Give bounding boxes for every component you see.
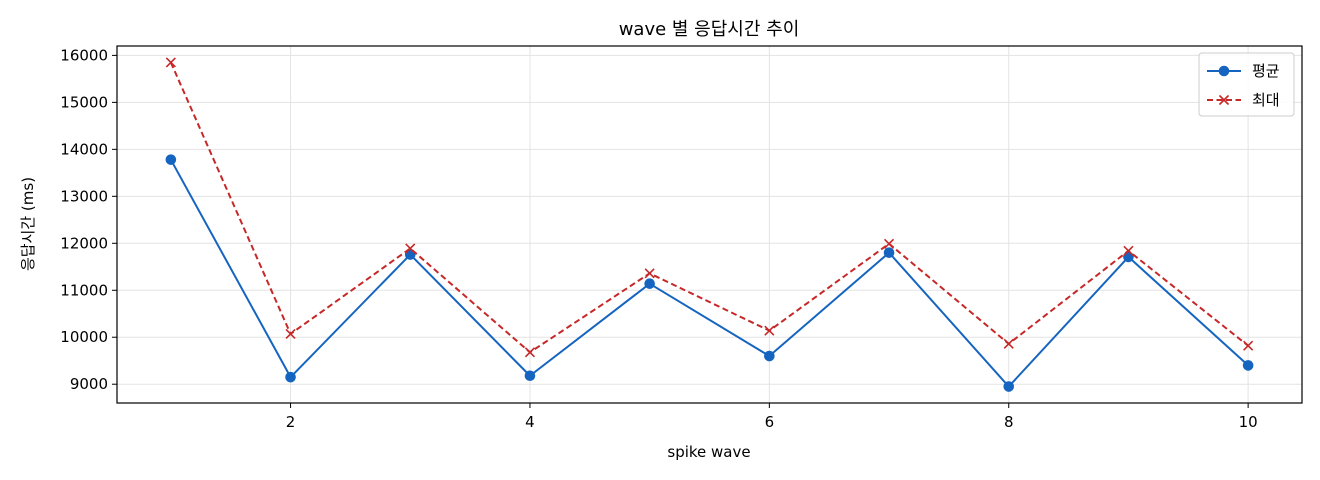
data-point: [404, 249, 416, 260]
x-tick-label: 2: [286, 413, 296, 431]
data-point: [1003, 338, 1014, 349]
legend-entry: 최대: [1207, 91, 1280, 109]
data-point: [524, 370, 536, 382]
data-point: [1123, 245, 1134, 256]
grid-lines: [117, 46, 1302, 403]
legend-marker: [1218, 94, 1230, 106]
y-tick-label: 15000: [60, 93, 108, 111]
x-axis-label: spike wave: [667, 443, 750, 461]
data-point: [285, 371, 296, 383]
series-1: [165, 154, 1254, 392]
y-tick-label: 13000: [60, 187, 108, 205]
y-tick-label: 10000: [60, 328, 108, 346]
x-tick-label: 8: [1004, 413, 1014, 431]
chart-title: wave 별 응답시간 추이: [619, 19, 800, 40]
x-tick-label: 4: [525, 413, 535, 431]
data-point: [1123, 251, 1134, 263]
series-2: [165, 57, 1254, 358]
legend-marker: [1218, 65, 1230, 77]
plot-frame: [116, 45, 1303, 404]
legend-frame: [1198, 52, 1295, 117]
y-tick-label: 14000: [60, 140, 108, 158]
data-point: [1243, 340, 1254, 351]
data-point: [644, 268, 655, 279]
axis-ticks: 2 4 6 8 10 9000 10000 11000 12000 13000 14000 15000…: [60, 46, 1257, 431]
data-point: [764, 350, 775, 362]
y-tick-label: 12000: [60, 234, 108, 252]
y-tick-label: 16000: [60, 46, 108, 64]
y-axis-label: 응답시간 (ms): [19, 177, 37, 271]
x-tick-label: 10: [1239, 413, 1258, 431]
legend-entry: 평균: [1207, 62, 1280, 80]
x-tick-label: 6: [765, 413, 775, 431]
data-point: [1242, 360, 1254, 371]
series-layer: [165, 57, 1254, 392]
data-point: [1003, 381, 1015, 392]
data-point: [883, 238, 895, 249]
legend-label: 평균: [1252, 62, 1280, 80]
data-point: [644, 278, 655, 289]
legend-label: 최대: [1252, 91, 1280, 109]
series-line: [169, 62, 1249, 354]
data-point: [285, 328, 296, 340]
data-point: [405, 243, 416, 254]
data-point: [165, 154, 177, 165]
data-point: [524, 347, 536, 358]
y-tick-label: 11000: [60, 281, 108, 299]
data-point: [165, 57, 176, 68]
data-point: [883, 247, 895, 258]
series-line: [169, 159, 1249, 388]
y-tick-label: 9000: [70, 375, 108, 393]
data-point: [764, 325, 775, 336]
